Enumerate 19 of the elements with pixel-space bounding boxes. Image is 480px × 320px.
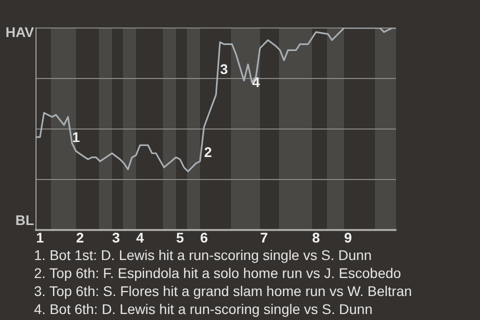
annotation: 3: [220, 60, 228, 77]
x-tick-label: 3: [112, 229, 120, 246]
x-tick-label: 8: [312, 229, 320, 246]
x-tick-label: 9: [344, 229, 352, 246]
text: BL: [15, 212, 34, 228]
text: 1. Bot 1st: D. Lewis hit a run-scoring single vs S. Dunn: [34, 246, 373, 264]
x-tick-label: 1: [36, 229, 44, 246]
annotation: 2: [204, 144, 212, 160]
text: HAV: [5, 24, 35, 40]
x-tick-label: 5: [176, 229, 184, 246]
x-tick-label: 7: [260, 229, 268, 246]
text: 3. Top 6th: S. Flores hit a grand slam home run vs W. Beltran: [34, 282, 412, 300]
text: 4. Bot 6th: D. Lewis hit a run-scoring single vs S. Dunn: [34, 300, 374, 318]
annotation: 4: [252, 74, 260, 90]
annotation: 1: [72, 128, 80, 145]
x-tick-label: 4: [136, 229, 144, 246]
x-tick-label: 2: [76, 229, 84, 246]
text: 2. Top 6th: F. Espindola hit a solo home run vs J. Escobedo: [34, 264, 402, 282]
x-tick-label: 6: [200, 229, 208, 246]
